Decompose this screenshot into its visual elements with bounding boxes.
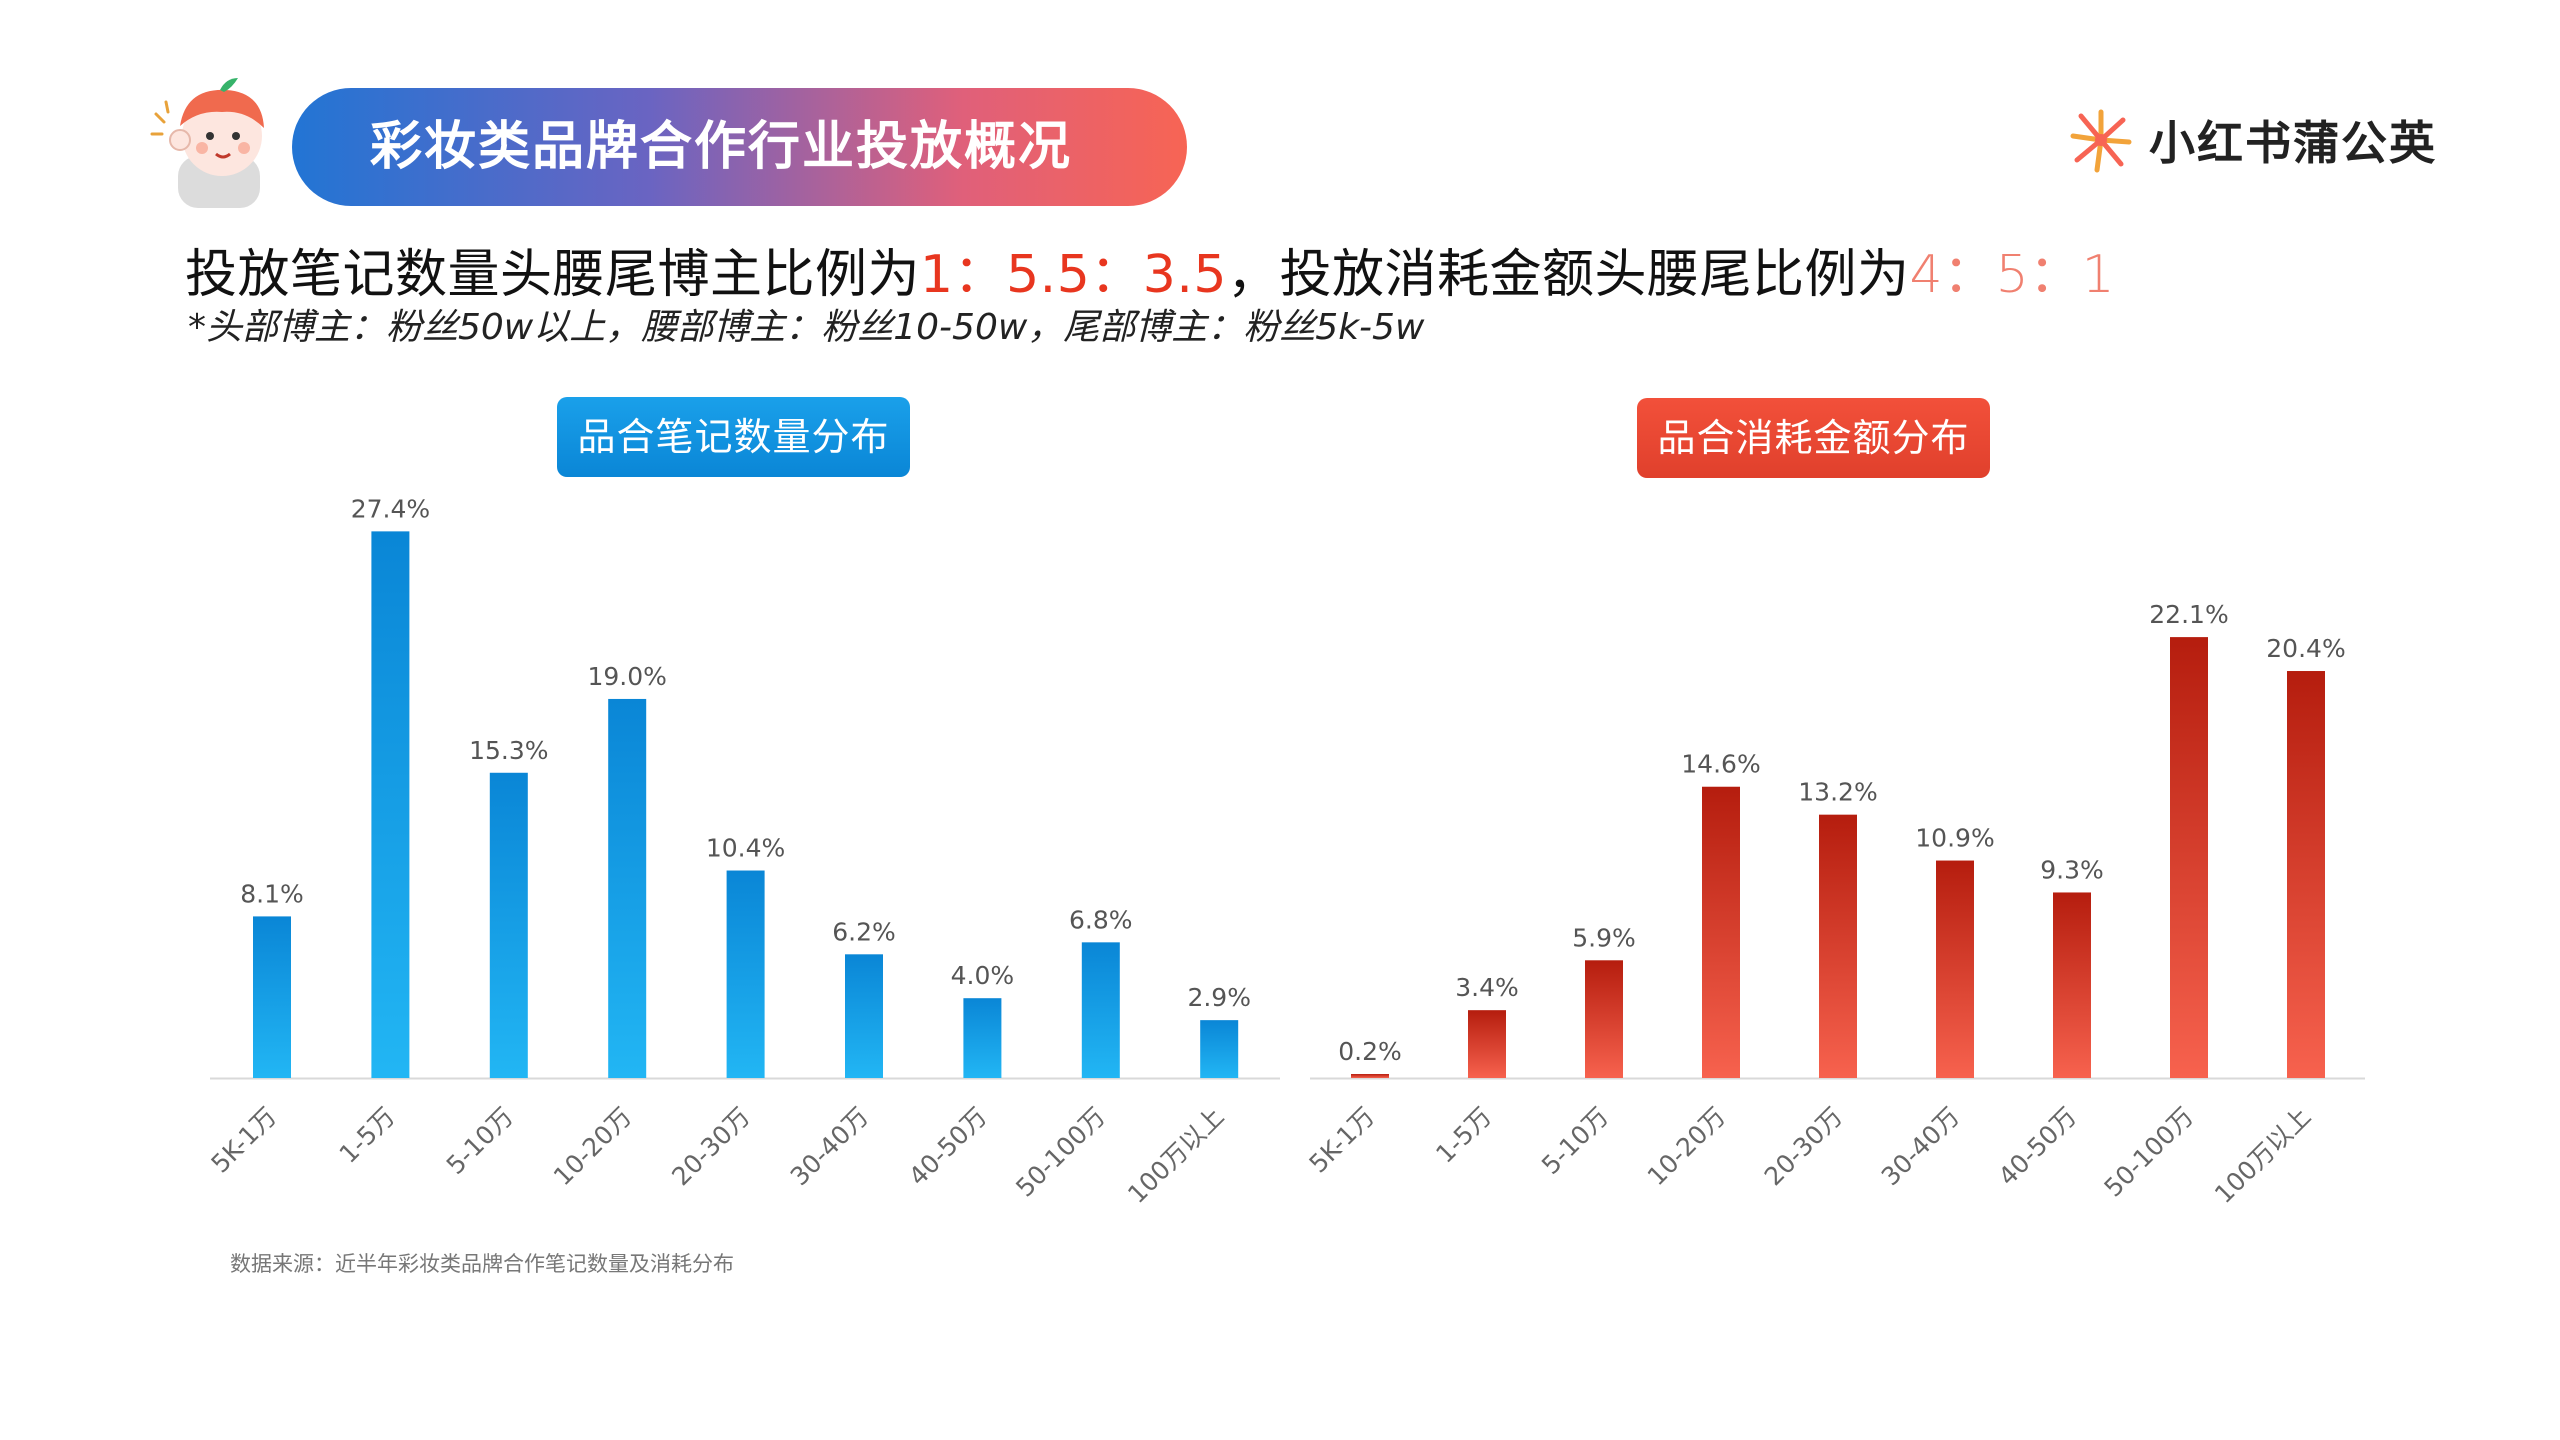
data-label-notes-8: 6.8% [1069,905,1133,934]
bar-notes-5 [726,870,765,1078]
bar-notes-8 [1081,942,1120,1078]
x-tick-label-notes-3: 5-10万 [441,1102,519,1180]
data-label-spend-6: 10.9% [1915,824,1994,853]
data-label-notes-9: 2.9% [1187,983,1251,1012]
x-tick-label-notes-1: 5K-1万 [205,1102,282,1179]
brand-logo: 小红书蒲公英 [2065,104,2437,176]
bar-notes-1 [253,916,291,1078]
x-tick-label-spend-6: 30-40万 [1876,1102,1966,1192]
sparkle-icon [150,100,170,136]
data-label-spend-2: 3.4% [1455,973,1519,1002]
bar-spend-7 [2053,892,2091,1078]
bar-notes-9 [1200,1020,1239,1078]
x-tick-label-notes-7: 40-50万 [903,1102,993,1192]
bar-spend-4 [1702,786,1740,1078]
data-label-notes-1: 8.1% [240,879,304,908]
data-label-notes-2: 27.4% [351,494,430,523]
brand-name: 小红书蒲公英 [2149,116,2437,170]
bar-spend-6 [1936,860,1974,1078]
x-tick-label-notes-5: 20-30万 [666,1102,756,1192]
x-tick-label-notes-8: 50-100万 [1010,1102,1111,1203]
data-label-spend-8: 22.1% [2149,600,2228,629]
data-label-spend-7: 9.3% [2040,855,2104,884]
x-tick-label-spend-5: 20-30万 [1759,1102,1849,1192]
data-label-spend-4: 14.6% [1681,750,1760,779]
bar-spend-3 [1585,960,1623,1078]
x-tick-label-spend-9: 100万以上 [2209,1102,2316,1209]
x-tick-label-spend-1: 5K-1万 [1303,1102,1380,1179]
chart-title-spend: 品合消耗金额分布 [1637,398,1990,478]
dandelion-icon [2070,109,2132,173]
data-label-spend-1: 0.2% [1338,1037,1402,1066]
data-label-spend-3: 5.9% [1572,923,1636,952]
bar-spend-5 [1819,814,1857,1078]
bar-notes-7 [963,998,1002,1078]
data-label-notes-4: 19.0% [587,662,666,691]
data-label-notes-3: 15.3% [469,736,548,765]
bar-notes-3 [489,772,528,1078]
x-tick-label-notes-9: 100万以上 [1122,1102,1229,1209]
definition-note: *头部博主：粉丝50w以上，腰部博主：粉丝10-50w，尾部博主：粉丝5k-5w [188,307,1425,348]
bar-spend-8 [2170,637,2208,1078]
data-source: 数据来源：近半年彩妆类品牌合作笔记数量及消耗分布 [230,1252,734,1276]
page-title: 彩妆类品牌合作行业投放概况 [292,88,1187,206]
headline-ratio2: 4：5：1 [1909,245,2116,305]
bar-spend-9 [2287,671,2325,1078]
mascot-illustration [150,78,264,208]
data-label-spend-9: 20.4% [2266,634,2345,663]
x-tick-label-spend-4: 10-20万 [1642,1102,1732,1192]
x-tick-label-notes-4: 10-20万 [548,1102,638,1192]
data-label-notes-7: 4.0% [951,961,1015,990]
x-tick-label-spend-8: 50-100万 [2098,1102,2199,1203]
headline-ratio1: 1：5.5：3.5 [920,245,1227,305]
bar-spend-2 [1468,1010,1506,1078]
data-label-notes-6: 6.2% [832,917,896,946]
x-tick-label-spend-7: 40-50万 [1993,1102,2083,1192]
bar-notes-6 [845,954,883,1078]
headline: 投放笔记数量头腰尾博主比例为1：5.5：3.5，投放消耗金额头腰尾比例为4：5：… [185,232,2115,307]
x-tick-label-notes-2: 1-5万 [334,1102,401,1169]
data-label-spend-5: 13.2% [1798,778,1877,807]
x-tick-label-spend-2: 1-5万 [1430,1102,1497,1169]
headline-part2: ，投放消耗金额头腰尾比例为 [1227,245,1910,305]
bar-notes-4 [608,698,647,1078]
chart-notes: 8.1% 5K-1万 27.4% 1-5万 15.3% 5-10万 19.0% 10-20万 1… [205,494,1280,1209]
headline-part1: 投放笔记数量头腰尾博主比例为 [185,245,921,305]
x-tick-label-spend-3: 5-10万 [1536,1102,1614,1180]
bar-spend-1 [1351,1074,1389,1078]
chart-title-notes: 品合笔记数量分布 [557,397,910,477]
chart-spend: 0.2% 5K-1万 3.4% 1-5万 5.9% 5-10万 14.6% 10-20万 13.… [1303,600,2365,1209]
data-label-notes-5: 10.4% [706,834,785,863]
bar-notes-2 [371,531,410,1078]
x-tick-label-notes-6: 30-40万 [785,1102,875,1192]
